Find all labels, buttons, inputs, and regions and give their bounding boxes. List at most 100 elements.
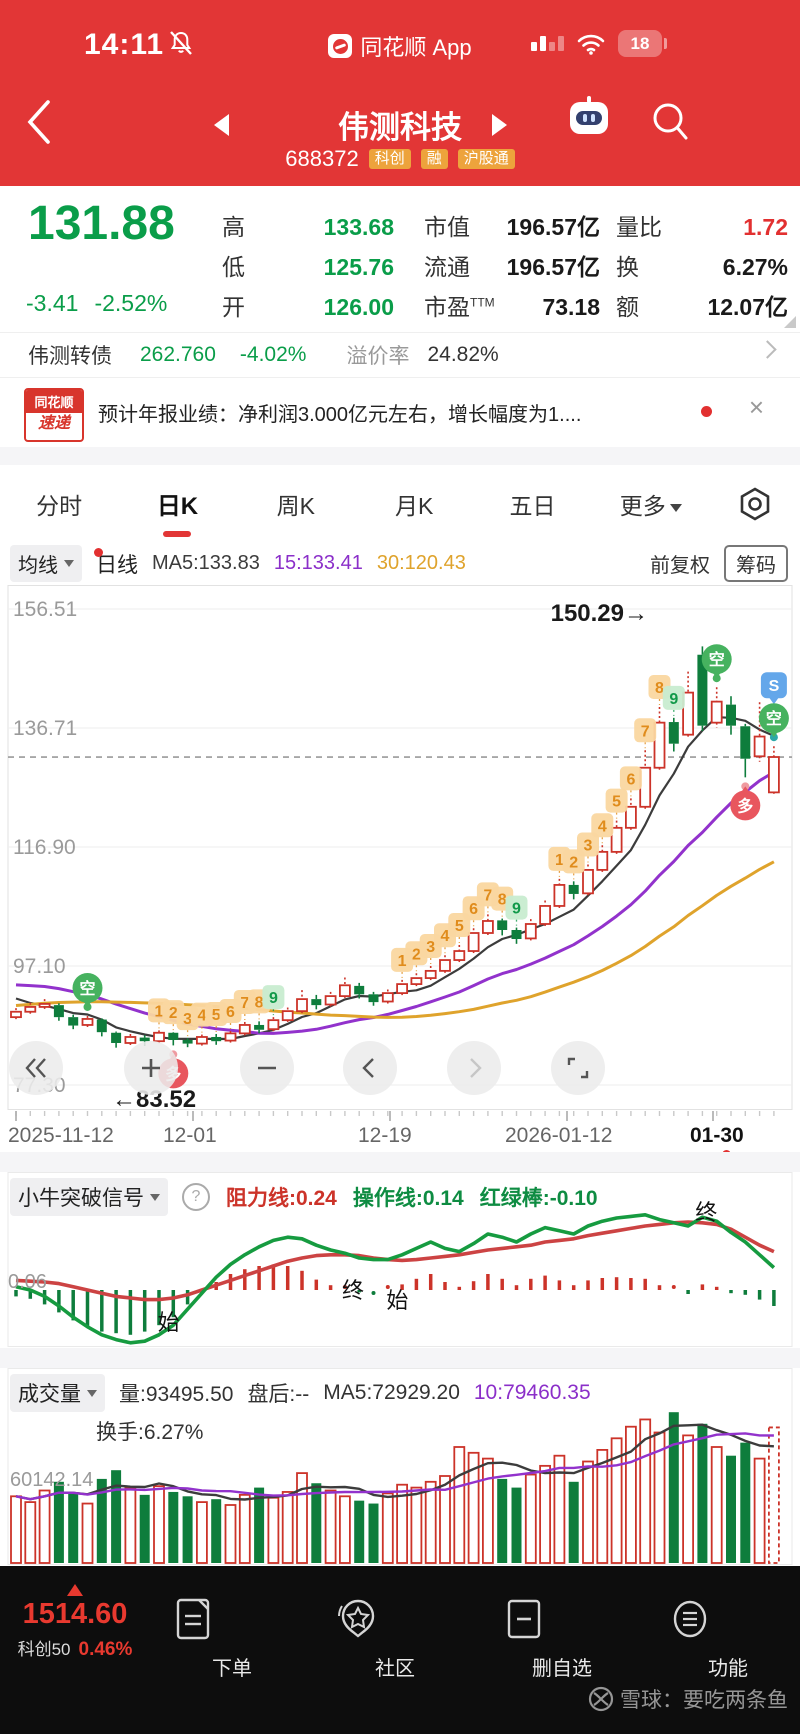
tab-weekly-k[interactable]: 周K bbox=[276, 492, 315, 519]
label-mktcap: 市值 bbox=[424, 214, 470, 240]
status-bar: 14:11 同花顺 App 18 bbox=[0, 20, 800, 72]
candle bbox=[740, 723, 751, 778]
place-order-button[interactable]: 下单 bbox=[172, 1596, 292, 1681]
svg-text:8: 8 bbox=[498, 892, 507, 909]
back-icon[interactable] bbox=[22, 96, 56, 148]
value-float: 196.57亿 bbox=[506, 254, 600, 280]
snowball-logo-icon bbox=[588, 1686, 614, 1712]
candle bbox=[497, 918, 508, 936]
tab-daily-k[interactable]: 日K bbox=[118, 486, 236, 537]
adjust-mode-button[interactable]: 前复权 bbox=[650, 555, 710, 577]
menu-circle-icon bbox=[673, 1600, 707, 1638]
quote-panel: 131.88 -3.41 -2.52% 高 133.68 低 125.76 开 126… bbox=[0, 186, 800, 332]
candle bbox=[111, 1031, 122, 1048]
zoom-in-button[interactable] bbox=[124, 1041, 178, 1095]
svg-text:1: 1 bbox=[155, 1003, 164, 1020]
expand-corner-icon[interactable] bbox=[784, 316, 796, 328]
ths-app-icon bbox=[328, 34, 353, 58]
prev-stock-icon[interactable] bbox=[214, 114, 229, 136]
x-axis-label: 2025-11-12 bbox=[8, 1124, 114, 1147]
ma15-value: 15:133.41 bbox=[273, 552, 363, 574]
bottom-nav-bar: 1514.60 科创50 0.46% 下单 社区 删自选 功能 雪球：要吃两条鱼 bbox=[0, 1566, 800, 1734]
svg-text:5: 5 bbox=[612, 794, 621, 811]
app-header: 14:11 同花顺 App 18 伟测科 bbox=[0, 0, 800, 186]
candlestick-chart[interactable]: 156.51136.71116.9097.1077.30123456789123… bbox=[0, 585, 800, 1110]
index-quote-button[interactable]: 1514.60 科创50 0.46% bbox=[0, 1584, 150, 1661]
page-title: 伟测科技 bbox=[338, 110, 462, 145]
svg-text:4: 4 bbox=[598, 818, 607, 835]
value-open: 126.00 bbox=[323, 294, 394, 320]
tab-fenshi[interactable]: 分时 bbox=[36, 492, 83, 519]
order-doc-icon bbox=[176, 1598, 210, 1640]
pan-left-button[interactable] bbox=[343, 1041, 397, 1095]
ai-assistant-icon[interactable] bbox=[566, 96, 612, 138]
close-icon[interactable]: × bbox=[748, 392, 764, 422]
volume-ma5: MA5:72929.20 bbox=[323, 1381, 460, 1404]
tab-monthly-k[interactable]: 月K bbox=[394, 492, 434, 519]
operation-line-value: 操作线:0.14 bbox=[352, 1187, 464, 1210]
ma5-value: MA5:133.83 bbox=[152, 552, 260, 574]
svg-text:始: 始 bbox=[158, 1310, 180, 1335]
svg-text:0.06: 0.06 bbox=[8, 1271, 47, 1293]
tab-five-day[interactable]: 五日 bbox=[509, 492, 556, 519]
separator bbox=[0, 1348, 800, 1368]
candle bbox=[697, 646, 708, 732]
candle bbox=[553, 878, 566, 909]
bond-row[interactable]: 伟测转债 262.760 -4.02% 溢价率 24.82% bbox=[0, 332, 800, 377]
tab-more[interactable]: 更多 bbox=[592, 487, 710, 521]
chart-settings-button[interactable] bbox=[710, 484, 800, 524]
chips-button[interactable]: 筹码 bbox=[724, 545, 788, 582]
fullscreen-button[interactable] bbox=[551, 1041, 605, 1095]
svg-text:6: 6 bbox=[626, 771, 635, 788]
nav-bar: 伟测科技 bbox=[0, 96, 800, 148]
candle bbox=[753, 702, 766, 762]
functions-button[interactable]: 功能 bbox=[668, 1596, 788, 1681]
remove-watchlist-button[interactable]: 删自选 bbox=[502, 1596, 622, 1681]
candle bbox=[768, 746, 780, 794]
svg-text:2: 2 bbox=[569, 854, 578, 871]
candle bbox=[625, 798, 637, 831]
svg-text:4: 4 bbox=[441, 928, 450, 945]
candle bbox=[10, 1008, 22, 1022]
svg-text:空: 空 bbox=[79, 979, 95, 998]
candle bbox=[224, 1030, 237, 1044]
stock-code: 688372 bbox=[285, 146, 359, 171]
candle bbox=[511, 927, 522, 944]
quote-col-cap: 市值 196.57亿 流通 196.57亿 市盈TTM 73.18 bbox=[424, 208, 600, 320]
volume-selector-button[interactable]: 成交量 bbox=[10, 1374, 105, 1412]
rewind-button[interactable] bbox=[9, 1041, 63, 1095]
svg-text:3: 3 bbox=[426, 939, 435, 956]
help-icon[interactable]: ? bbox=[182, 1183, 210, 1211]
pan-right-button[interactable] bbox=[447, 1041, 501, 1095]
candle bbox=[182, 1038, 193, 1048]
next-stock-icon[interactable] bbox=[492, 114, 507, 136]
candle bbox=[568, 881, 579, 900]
indicator-panel: 小牛突破信号 ? 阻力线:0.24 操作线:0.14 红绿棒:-0.10 0.0… bbox=[0, 1172, 800, 1348]
candle bbox=[96, 1018, 107, 1037]
bond-name: 伟测转债 bbox=[28, 345, 112, 368]
turnover-value: 换手:6.27% bbox=[96, 1421, 204, 1444]
svg-text:97.10: 97.10 bbox=[13, 955, 66, 978]
status-app-title: 同花顺 App bbox=[0, 30, 800, 62]
search-icon[interactable] bbox=[648, 98, 692, 144]
community-button[interactable]: 社区 bbox=[335, 1596, 455, 1681]
bond-change: -4.02% bbox=[239, 343, 307, 366]
indicator-selector-button[interactable]: 小牛突破信号 bbox=[10, 1178, 168, 1216]
svg-text:S: S bbox=[769, 678, 780, 695]
volume-ma10: 10:79460.35 bbox=[473, 1381, 591, 1404]
svg-text:终: 终 bbox=[342, 1278, 364, 1303]
candle bbox=[168, 1032, 179, 1046]
svg-text:9: 9 bbox=[269, 990, 278, 1007]
minus-square-icon bbox=[507, 1599, 541, 1639]
candle bbox=[710, 687, 723, 728]
news-bar[interactable]: 同花顺 速递 预计年报业绩：净利润3.000亿元左右，增长幅度为1.... × bbox=[0, 377, 800, 448]
candle bbox=[410, 973, 423, 988]
candle bbox=[424, 966, 437, 981]
ma-selector-button[interactable]: 均线 bbox=[10, 545, 82, 582]
value-amount: 12.07亿 bbox=[707, 294, 788, 320]
zoom-out-button[interactable] bbox=[240, 1041, 294, 1095]
svg-text:4: 4 bbox=[197, 1008, 206, 1025]
candle bbox=[195, 1034, 208, 1046]
candle bbox=[524, 919, 537, 942]
